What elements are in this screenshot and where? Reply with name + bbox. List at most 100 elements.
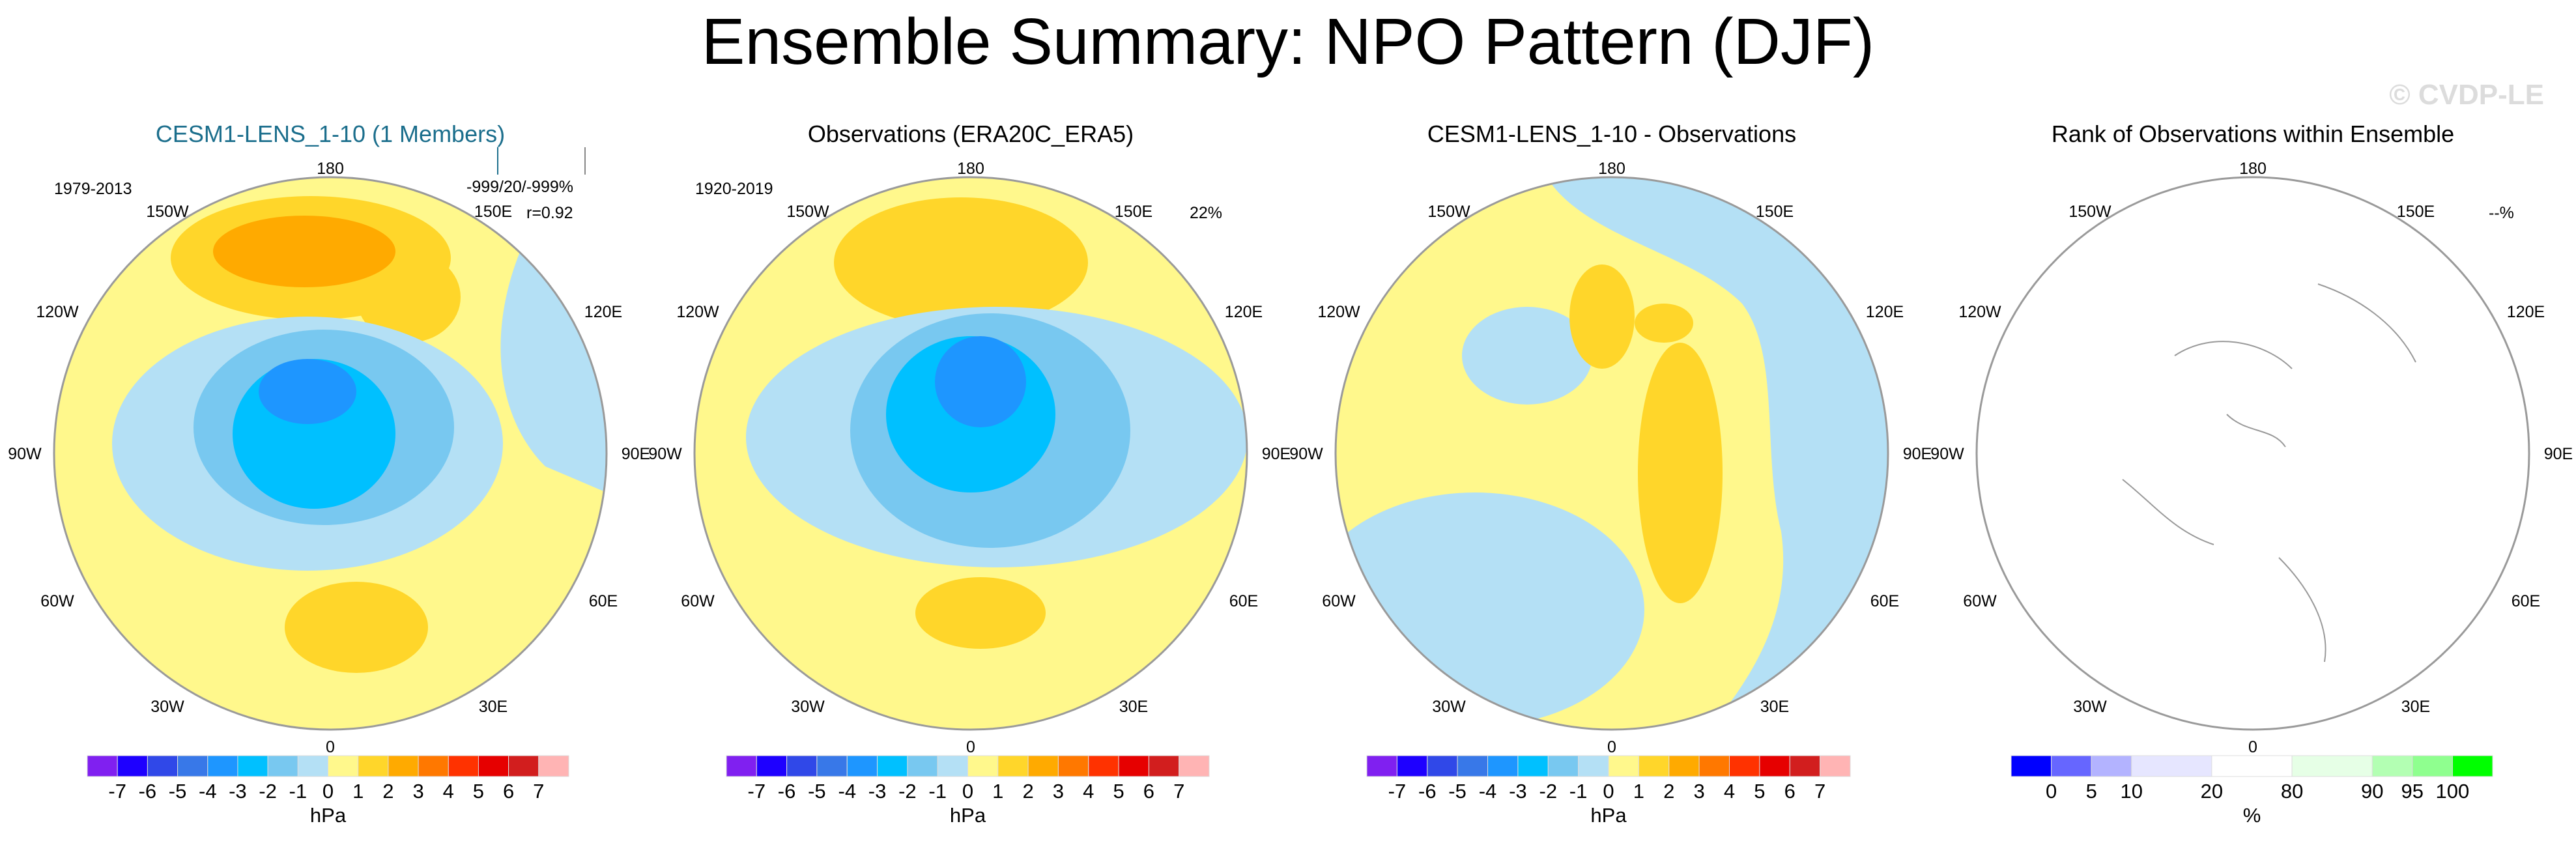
colorbar-tick-label: 1 bbox=[992, 780, 1003, 803]
panel-model: 180 150W 120W 90W 60W 30W 0 30E 60E 90E 120E 150E bbox=[8, 160, 650, 756]
lon-label: 30W bbox=[1432, 698, 1466, 716]
coastline bbox=[2122, 283, 2416, 663]
panel-observations: 180 150W 120W 90W 60W 30W 0 30E 60E 90E 120E 150E bbox=[648, 160, 1291, 756]
lon-label: 150E bbox=[1756, 203, 1794, 221]
field-blob-positive-1 bbox=[1569, 264, 1635, 369]
colorbar-swatch bbox=[1088, 755, 1119, 777]
lon-label: 150W bbox=[2068, 203, 2111, 221]
lon-label: 90E bbox=[1262, 445, 1291, 463]
colorbar-swatch bbox=[1608, 755, 1639, 777]
colorbar-tick-label: -4 bbox=[838, 780, 857, 803]
colorbar-unit: hPa bbox=[1590, 804, 1627, 827]
field-blob-positive-3 bbox=[285, 582, 428, 673]
colorbar-tick-label: 20 bbox=[2201, 780, 2223, 803]
lon-label: 90E bbox=[1903, 445, 1932, 463]
lon-label: 90W bbox=[1930, 445, 1964, 463]
lon-label: 150E bbox=[2397, 203, 2435, 221]
colorbar-swatch bbox=[508, 755, 539, 777]
colorbar-tick-label: -4 bbox=[1479, 780, 1497, 803]
lon-label: 120E bbox=[1225, 303, 1263, 321]
colorbar-swatch bbox=[2011, 755, 2052, 777]
colorbar-swatch bbox=[1057, 755, 1089, 777]
lon-label: 60W bbox=[681, 592, 715, 610]
colorbar-swatch bbox=[756, 755, 788, 777]
lon-label: 60E bbox=[1229, 592, 1258, 610]
colorbar-tick-label: 80 bbox=[2281, 780, 2303, 803]
colorbar-unit: hPa bbox=[310, 804, 347, 827]
colorbar-swatch bbox=[2371, 755, 2413, 777]
lon-label: 30E bbox=[2401, 698, 2430, 716]
colorbar-tick-label: -4 bbox=[199, 780, 217, 803]
colorbar-swatch bbox=[726, 755, 757, 777]
lon-label: 60E bbox=[2512, 592, 2540, 610]
map-boundary bbox=[53, 176, 608, 731]
colorbar-tick-label: -6 bbox=[778, 780, 796, 803]
colorbar-swatch bbox=[538, 755, 569, 777]
colorbar-tick-label: -6 bbox=[139, 780, 157, 803]
colorbar-swatch bbox=[478, 755, 509, 777]
colorbar-tick-label: 95 bbox=[2401, 780, 2424, 803]
field-blob-positive-1b bbox=[356, 251, 461, 343]
colorbar-swatch bbox=[1148, 755, 1180, 777]
period-label: 1979-2013 bbox=[54, 180, 132, 198]
colorbar-swatch bbox=[907, 755, 938, 777]
colorbar-swatch bbox=[1698, 755, 1730, 777]
lon-label: 180 bbox=[2239, 160, 2267, 178]
lon-label: 120E bbox=[584, 303, 622, 321]
lon-label: 150W bbox=[146, 203, 189, 221]
colorbar-swatch bbox=[388, 755, 419, 777]
colorbar-tick-label: 2 bbox=[1022, 780, 1033, 803]
colorbar-tick-label: -1 bbox=[928, 780, 947, 803]
colorbar: -7 -6 -5 -4 -3 -2 -1 0 1 2 3 4 5 6 7 hPa bbox=[1366, 755, 1851, 827]
panel-title: CESM1-LENS_1-10 - Observations bbox=[1427, 121, 1796, 147]
lon-label: 90W bbox=[1289, 445, 1323, 463]
panel-title: Observations (ERA20C_ERA5) bbox=[808, 121, 1134, 147]
colorbar-swatch bbox=[177, 755, 208, 777]
map-boundary bbox=[1975, 176, 2530, 731]
colorbar-swatch bbox=[2211, 755, 2293, 777]
lon-label: 120E bbox=[2507, 303, 2545, 321]
colorbar-tick-label: 10 bbox=[2121, 780, 2143, 803]
colorbar-swatch bbox=[1427, 755, 1458, 777]
field-blob-positive-2 bbox=[1638, 343, 1723, 603]
colorbar-tick-label: 0 bbox=[322, 780, 334, 803]
lon-label: 90W bbox=[648, 445, 682, 463]
lon-label: 90E bbox=[2544, 445, 2573, 463]
colorbar-swatch bbox=[816, 755, 848, 777]
colorbar-tick-label: 4 bbox=[1083, 780, 1094, 803]
colorbar-swatch bbox=[2131, 755, 2212, 777]
colorbar-tick-label: 7 bbox=[1173, 780, 1184, 803]
colorbar-tick-label: -2 bbox=[259, 780, 277, 803]
colorbar-swatch bbox=[2051, 755, 2092, 777]
lon-label: 60W bbox=[40, 592, 74, 610]
colorbar-swatch bbox=[967, 755, 999, 777]
colorbar-swatch bbox=[1578, 755, 1609, 777]
colorbar-tick-label: -5 bbox=[808, 780, 826, 803]
colorbar-tick-label: 5 bbox=[1754, 780, 1765, 803]
lon-label: 150W bbox=[1427, 203, 1470, 221]
lon-label: 120W bbox=[36, 303, 79, 321]
field-blob-negative-mid bbox=[1462, 307, 1592, 405]
field-blob-positive-3 bbox=[1635, 304, 1693, 343]
colorbar: 0 5 10 20 80 90 95 100% bbox=[2011, 755, 2493, 827]
field-blob-negative-left bbox=[1336, 492, 1644, 727]
colorbar-tick-label: -7 bbox=[748, 780, 766, 803]
colorbar-tick-label: -5 bbox=[1448, 780, 1467, 803]
field-blob-negative-4 bbox=[935, 336, 1026, 427]
colorbar-swatch bbox=[877, 755, 908, 777]
lon-label: 90E bbox=[622, 445, 650, 463]
colorbar-tick-label: 1 bbox=[1633, 780, 1644, 803]
colorbar-tick-label: 3 bbox=[1053, 780, 1064, 803]
colorbar-tick-label: 5 bbox=[1113, 780, 1124, 803]
colorbar-tick-label: 5 bbox=[473, 780, 484, 803]
colorbar-tick-label: 6 bbox=[1143, 780, 1154, 803]
lon-label: 0 bbox=[1607, 738, 1616, 756]
colorbar-swatch bbox=[1729, 755, 1760, 777]
colorbar-swatch bbox=[297, 755, 328, 777]
lon-label: 180 bbox=[957, 160, 984, 178]
colorbar-tick-label: 2 bbox=[1663, 780, 1674, 803]
colorbar-swatch bbox=[846, 755, 878, 777]
colorbar-tick-label: 6 bbox=[503, 780, 514, 803]
colorbar-tick-label: 4 bbox=[1724, 780, 1735, 803]
colorbar-swatch bbox=[2091, 755, 2132, 777]
